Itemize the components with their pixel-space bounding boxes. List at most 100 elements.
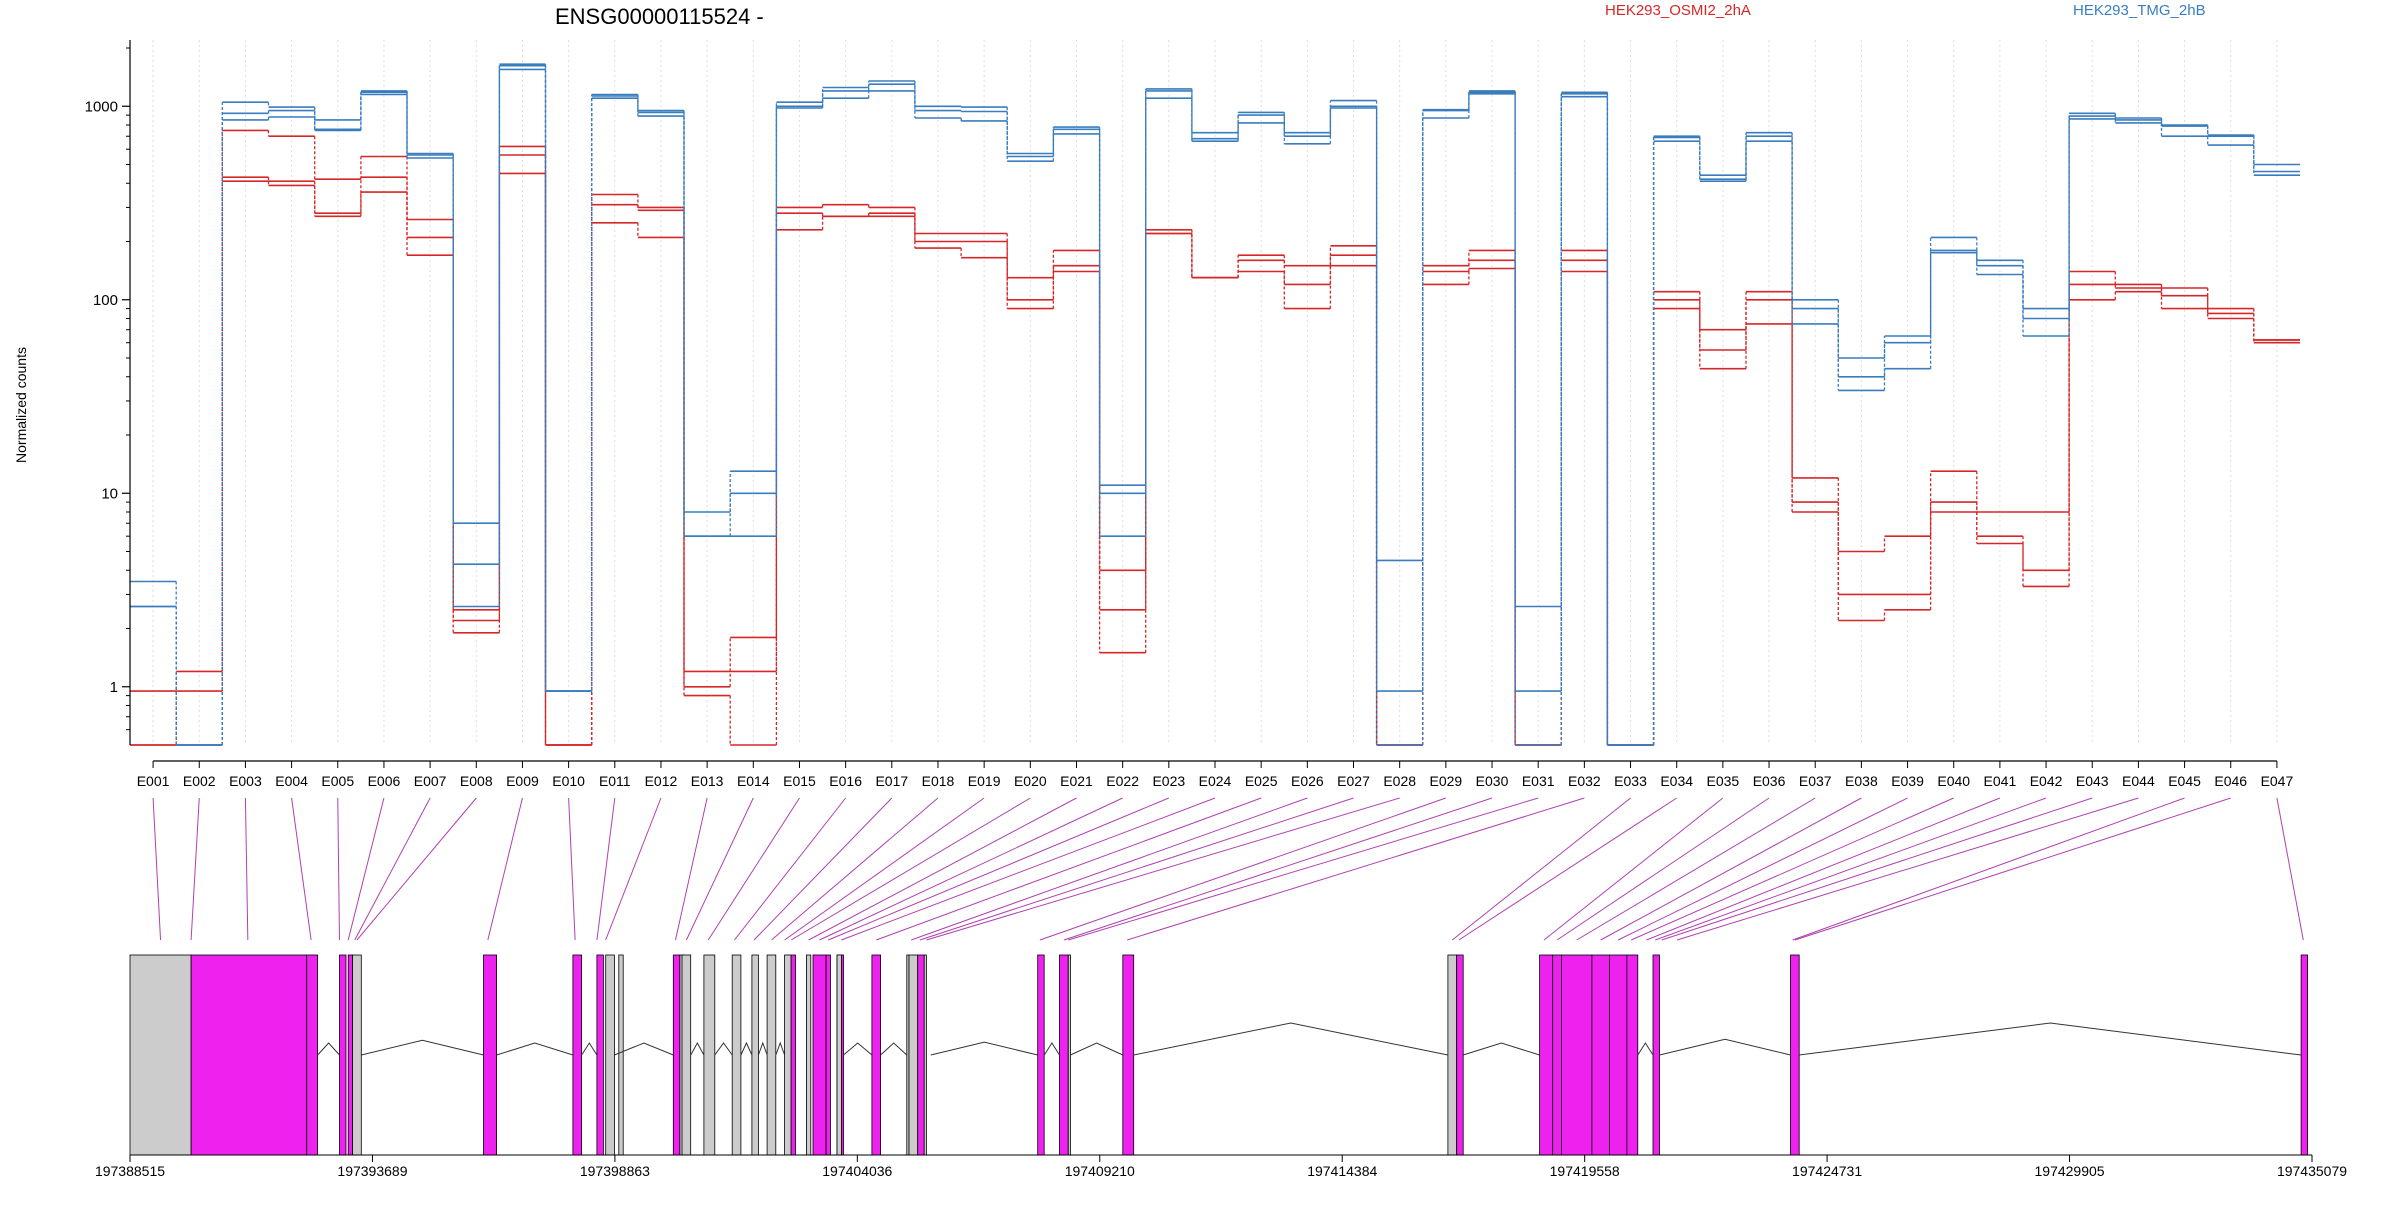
x-tick-label: E029 (1429, 773, 1462, 789)
y-tick-label: 100 (93, 292, 118, 309)
exon-connector-line (808, 797, 1077, 941)
exon-connector-line (1646, 797, 2001, 941)
x-tick-label: E010 (552, 773, 585, 789)
exon-connector-line (596, 797, 616, 941)
x-tick-label: E044 (2122, 773, 2155, 789)
exon-box-used (339, 954, 347, 1156)
x-tick-label: E013 (691, 773, 724, 789)
legend-label-series-a: HEK293_OSMI2_2hA (1605, 2, 1751, 19)
x-tick-label: E028 (1383, 773, 1416, 789)
x-tick-label: E003 (229, 773, 262, 789)
exon-connector-line (356, 797, 477, 941)
exon-connector-line (605, 797, 662, 941)
x-tick-label: E016 (829, 773, 862, 789)
exon-connector-line (753, 797, 893, 941)
x-tick-label: E017 (875, 773, 908, 789)
coordinate-label: 197409210 (1065, 1163, 1135, 1179)
exon-box-used (596, 954, 604, 1156)
axis-layer: 1 10 100 1000 E001 E002 E003 E004 E005 E006 E007 E0… (85, 40, 2294, 789)
exon-connector-line (675, 797, 708, 941)
x-tick-label: E012 (645, 773, 678, 789)
exon-box-unused (703, 954, 716, 1156)
exon-box-unused (681, 954, 692, 1156)
coordinate-label: 197435079 (2277, 1163, 2347, 1179)
exon-box-used (871, 954, 882, 1156)
x-tick-label: E039 (1891, 773, 1924, 789)
x-tick-label: E026 (1291, 773, 1324, 789)
exon-box-unused (1067, 954, 1071, 1156)
intron-line (614, 1042, 674, 1056)
x-tick-label: E036 (1753, 773, 1786, 789)
intron-line (740, 1041, 753, 1056)
exon-box-used (790, 954, 796, 1156)
intron-line (1799, 1022, 2302, 1056)
x-tick-label: E020 (1014, 773, 1047, 789)
y-tick-label: 10 (101, 485, 118, 502)
exon-connector-line (1068, 797, 1539, 941)
intron-line (496, 1042, 574, 1056)
exon-box-unused (908, 954, 919, 1156)
exon-box-used (1456, 954, 1464, 1156)
exon-connector-line (1676, 797, 2139, 941)
exon-box-used (1609, 954, 1628, 1156)
exon-connector-line (1127, 797, 1585, 941)
exon-connector-line (291, 797, 312, 941)
intron-line (714, 1042, 733, 1056)
x-tick-label: E045 (2168, 773, 2201, 789)
intron-line (1043, 1042, 1060, 1056)
x-tick-label: E038 (1845, 773, 1878, 789)
intron-line (843, 1042, 873, 1056)
gene-model-layer: 197388515 197393689 197398863 197404036 1974… (95, 954, 2347, 1179)
exon-box-unused (923, 954, 927, 1156)
intron-line (775, 1041, 786, 1056)
x-tick-label: E004 (275, 773, 308, 789)
exon-connector-line (354, 797, 431, 941)
exon-connector-line (841, 797, 1216, 941)
coordinate-label: 197398863 (580, 1163, 650, 1179)
exon-connector-line (337, 797, 340, 941)
exon-connector-line (771, 797, 939, 941)
exon-box-used (1626, 954, 1639, 1156)
exon-connector-line (1543, 797, 1724, 941)
x-tick-label: E015 (783, 773, 816, 789)
series-1-replicate-0-level-line (130, 63, 2300, 746)
exon-box-used (1059, 954, 1069, 1156)
x-tick-label: E005 (321, 773, 354, 789)
exon-box-unused (836, 954, 842, 1156)
series-0-replicate-2-level-line (130, 172, 2300, 746)
series-0-replicate-0-level-line (130, 129, 2300, 746)
exon-box-unused (766, 954, 777, 1156)
coordinate-label: 197388515 (95, 1163, 165, 1179)
series-1-replicate-2-level-line (130, 68, 2300, 746)
coordinate-label: 197404036 (822, 1163, 892, 1179)
exon-connector-line (347, 797, 385, 941)
exon-connector-line (1661, 797, 2093, 941)
exon-connector-line (790, 797, 1031, 941)
exon-connector-line (784, 797, 985, 941)
exon-box-unused (806, 954, 812, 1156)
x-tick-label: E027 (1337, 773, 1370, 789)
series-1-replicate-2-step-line (175, 69, 2255, 745)
x-tick-label: E018 (922, 773, 955, 789)
chart-title: ENSG00000115524 - (555, 4, 764, 29)
intron-line (1659, 1038, 1791, 1056)
x-tick-label: E021 (1060, 773, 1093, 789)
exon-connector-line (1631, 797, 1954, 941)
exon-connector-line (1617, 797, 1908, 941)
x-tick-label: E032 (1568, 773, 1601, 789)
legend-label-series-b: HEK293_TMG_2hB (2073, 2, 2206, 19)
exon-box-used (1790, 954, 1800, 1156)
exon-box-used (572, 954, 583, 1156)
x-tick-label: E002 (183, 773, 216, 789)
exon-connector-line (819, 797, 1123, 941)
exon-connector-line (1655, 797, 2047, 941)
exon-connector-line (190, 797, 200, 941)
x-tick-label: E025 (1245, 773, 1278, 789)
exon-connector-line (1792, 797, 2185, 941)
x-tick-label: E022 (1106, 773, 1139, 789)
exon-box-used (190, 954, 308, 1156)
exon-box-used (1591, 954, 1610, 1156)
x-tick-label: E047 (2261, 773, 2294, 789)
